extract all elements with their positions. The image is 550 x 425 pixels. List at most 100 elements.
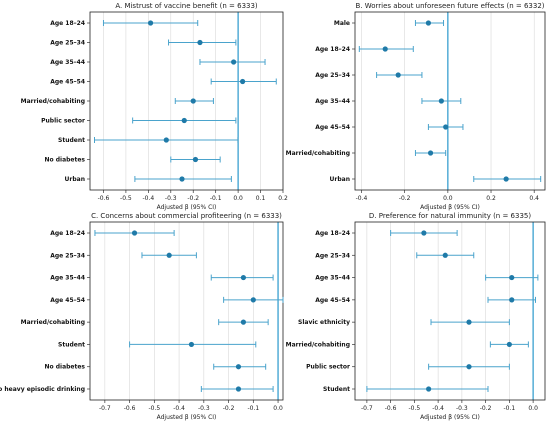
plot-frame [354,221,546,401]
x-tick-label: -0.4 [142,195,154,202]
estimate-point [188,341,195,348]
category-label: Married/cohabiting [21,319,85,326]
estimate-point [426,386,432,392]
estimate-point [442,252,448,258]
category-label: Married/cohabiting [286,341,350,348]
estimate-point [506,341,512,348]
forest-row: Age 45–54 [50,296,284,304]
forest-panel-2: B. Worries about unforeseen future effec… [286,2,546,211]
estimate-point [190,98,196,104]
estimate-point [509,274,515,281]
category-label: Age 25–34 [315,72,350,79]
estimate-point [427,150,434,156]
x-tick-label: -0.7 [361,405,373,412]
forest-row: Student [58,137,239,144]
category-label: Married/cohabiting [286,150,350,157]
x-tick-label: -0.2 [187,195,199,202]
category-label: Public sector [306,364,350,371]
category-label: Age 35–44 [315,98,350,105]
estimate-point [509,297,515,303]
category-label: Urban [330,176,350,183]
forest-panel-4: D. Preference for natural immunity (n = … [286,212,546,421]
x-tick-label: -0.2 [223,405,235,412]
estimate-point [197,39,203,46]
x-tick-label: -0.5 [120,195,132,202]
category-label: Age 18–24 [315,230,350,237]
forest-row: Age 45–54 [315,296,536,304]
category-label: Age 18–24 [50,20,85,27]
x-tick-label: -0.6 [98,195,110,202]
forest-row: Public sector [41,117,237,125]
forest-row: Male [334,20,445,27]
category-label: Public sector [41,118,85,125]
estimate-point [235,386,242,392]
estimate-point [240,78,246,85]
estimate-point [240,274,247,281]
forest-row: Urban [330,176,542,183]
forest-row: Married/cohabiting [286,341,529,348]
x-tick-label: -0.3 [456,405,468,412]
category-label: Age 25–34 [315,252,350,259]
forest-row: Age 25–34 [315,72,423,79]
forest-row: Age 18–24 [315,230,458,237]
estimate-point [503,176,509,182]
forest-row: No diabetes [44,363,267,371]
x-tick-label: -0.5 [409,405,421,412]
panel-title: C. Concerns about commercial profiteerin… [91,212,282,220]
estimate-point [466,364,472,370]
x-tick-label: -0.4 [173,405,185,412]
forest-row: Age 35–44 [50,274,274,282]
x-tick-label: 0.0 [528,405,538,412]
estimate-point [250,297,256,303]
forest-panel-1: A. Mistrust of vaccine benefit (n = 6333… [21,2,288,211]
forest-row: Age 25–34 [50,39,237,47]
forest-row: No diabetes [44,156,221,164]
x-tick-label: -0.3 [165,195,177,202]
forest-row: Age 25–34 [315,252,475,259]
category-label: Age 45–54 [50,79,85,86]
x-tick-label: -0.2 [480,405,492,412]
category-label: No diabetes [44,157,85,164]
estimate-point [231,59,237,65]
x-tick-label: -0.1 [247,405,259,412]
x-tick-label: 0.1 [256,195,266,202]
forest-row: Married/cohabiting [21,319,269,326]
estimate-point [163,137,169,143]
category-label: Age 18–24 [315,46,350,53]
x-tick-label: 0.4 [529,195,539,202]
x-axis-label: Adjusted β (95% CI) [157,414,217,421]
x-axis-label: Adjusted β (95% CI) [157,204,217,211]
forest-row: Urban [65,176,232,183]
x-tick-label: -0.1 [210,195,222,202]
panel-title: D. Preference for natural immunity (n = … [369,212,531,220]
category-label: Age 35–44 [50,59,85,66]
forest-row: Age 45–54 [315,124,464,131]
forest-row: Age 45–54 [50,78,277,86]
x-axis-label: Adjusted β (95% CI) [420,414,480,421]
category-label: Age 25–34 [50,252,85,259]
estimate-point [421,230,427,236]
x-tick-label: -0.6 [124,405,136,412]
x-tick-label: 0.2 [486,195,496,202]
x-tick-label: 0.2 [278,195,288,202]
category-label: Age 45–54 [315,297,350,304]
x-tick-label: -0.6 [385,405,397,412]
estimate-point [235,364,242,370]
x-tick-label: -0.4 [356,195,368,202]
forest-row: Married/cohabiting [21,98,214,105]
forest-row: Age 25–34 [50,252,197,259]
x-tick-label: -0.2 [399,195,411,202]
category-label: Age 25–34 [50,40,85,47]
category-label: Student [58,341,85,348]
estimate-point [425,20,432,26]
forest-row: Age 35–44 [315,274,539,282]
x-axis-label: Adjusted β (95% CI) [420,204,480,211]
forest-row: Age 18–24 [315,46,414,53]
category-label: Age 35–44 [315,275,350,282]
forest-row: Age 18–24 [50,20,199,27]
x-tick-label: -0.7 [99,405,111,412]
forest-row: Student [323,386,489,393]
estimate-point [192,156,199,163]
estimate-point [382,46,388,52]
